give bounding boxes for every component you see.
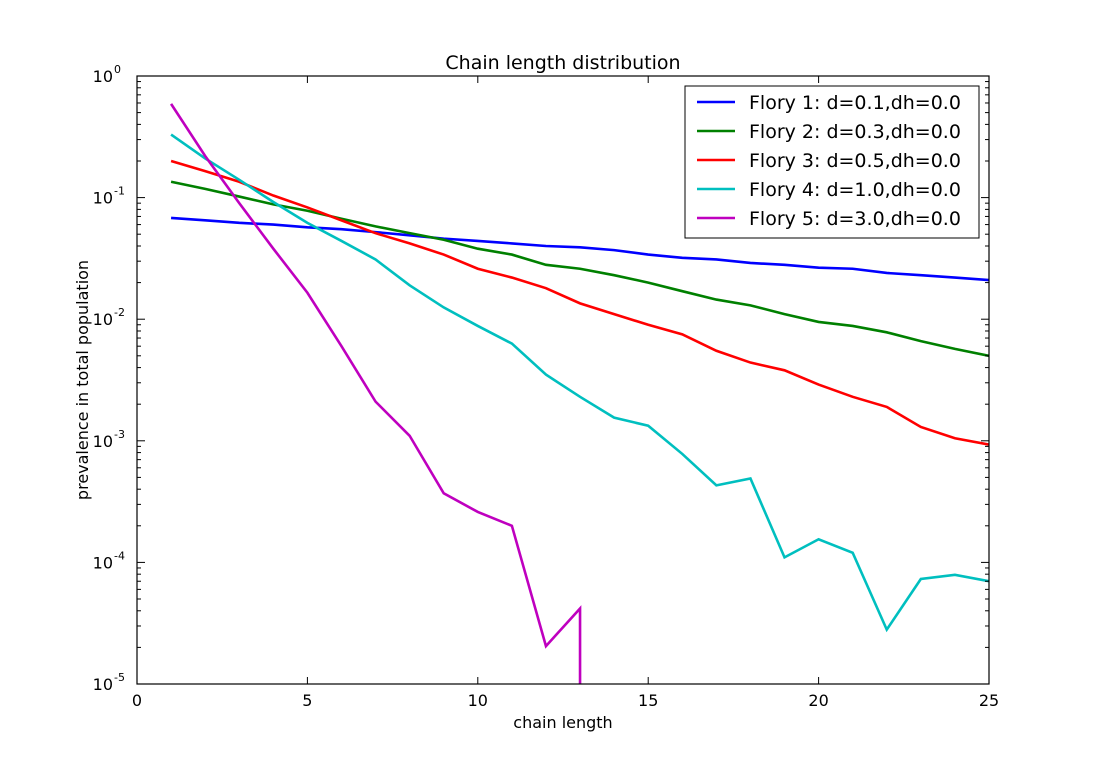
y-tick-exponent: 0 [114,63,121,76]
series-line-2 [170,180,989,358]
legend-label-5: Flory 5: d=3.0,dh=0.0 [749,208,961,230]
x-axis-title: chain length [513,713,612,732]
series-line-1 [170,216,989,282]
y-axis-title: prevalence in total population [73,260,92,500]
y-tick-exponent: -3 [114,428,125,441]
y-tick-label: 10 [93,310,113,329]
series-line-3 [170,159,989,446]
legend: Flory 1: d=0.1,dh=0.0 Flory 2: d=0.3,dh=0… [684,85,980,239]
x-tick-label: 10 [468,691,488,710]
x-tick-label: 5 [302,691,312,710]
series-line-5 [169,103,582,684]
y-tick-label: 10 [93,553,113,572]
y-tick-label: 10 [93,67,113,86]
x-tick-label: 20 [808,691,828,710]
legend-label-4: Flory 4: d=1.0,dh=0.0 [749,179,961,201]
y-tick-exponent: -5 [114,671,125,684]
y-tick-label: 10 [93,189,113,208]
plot-area [169,103,989,684]
y-tick-label: 10 [93,675,113,694]
y-tick-exponent: -2 [114,306,125,319]
x-tick-label: 25 [979,691,999,710]
legend-label-1: Flory 1: d=0.1,dh=0.0 [749,92,961,114]
legend-label-3: Flory 3: d=0.5,dh=0.0 [749,150,961,172]
y-tick-label: 10 [93,432,113,451]
legend-box [684,85,980,239]
legend-label-2: Flory 2: d=0.3,dh=0.0 [749,121,961,143]
x-tick-label: 15 [638,691,658,710]
y-tick-exponent: -1 [114,185,125,198]
series-line-4 [170,133,989,633]
x-tick-label: 0 [132,691,142,710]
plot-frame [136,75,990,685]
chart-title: Chain length distribution [445,52,680,74]
y-tick-exponent: -4 [114,549,125,562]
